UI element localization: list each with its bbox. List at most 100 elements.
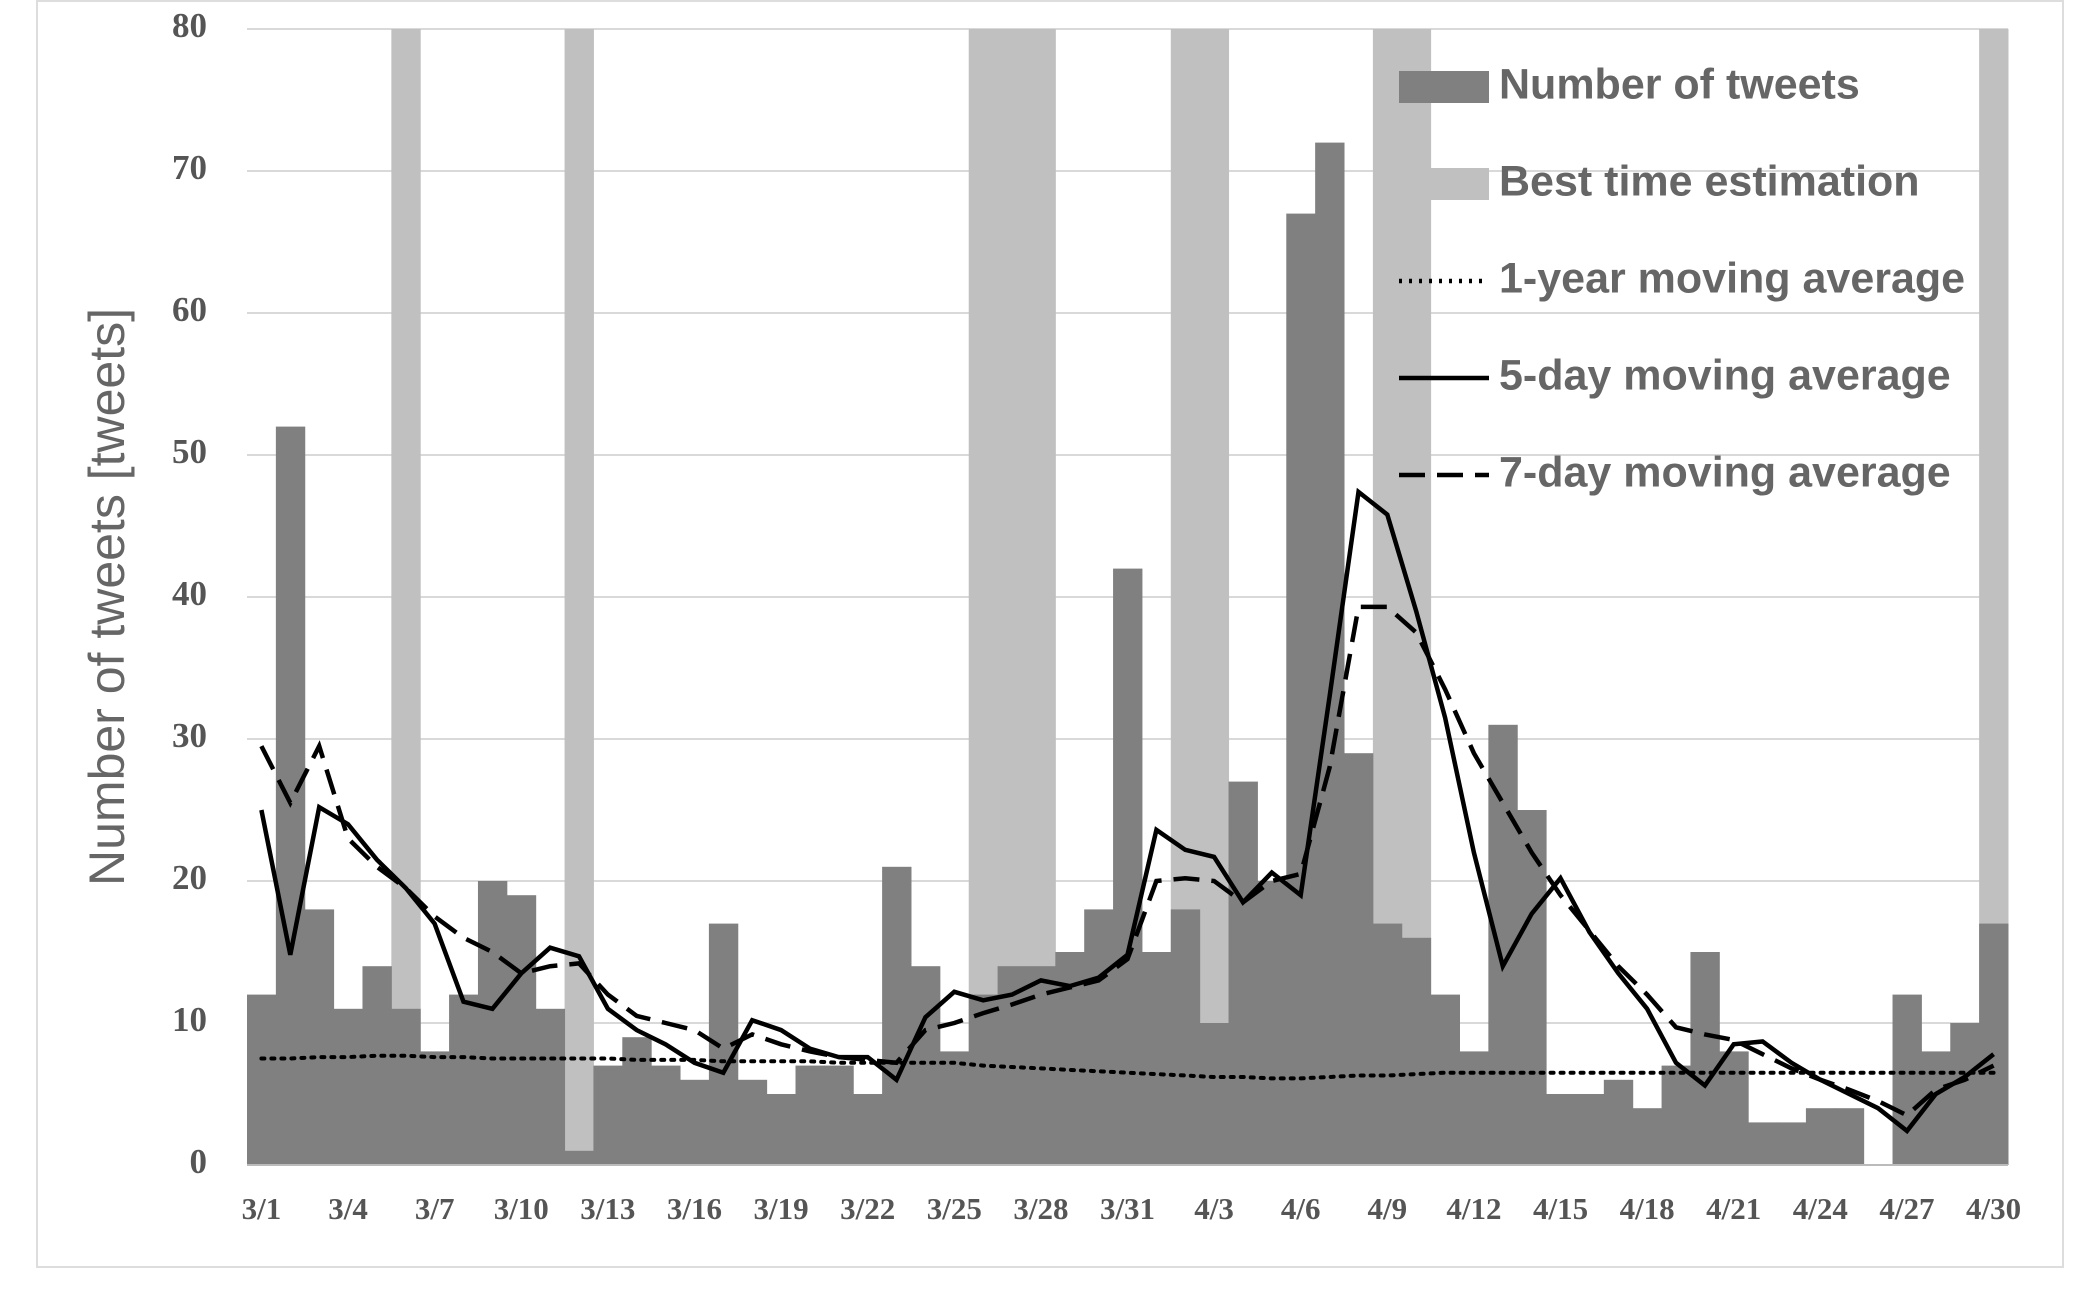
bar xyxy=(1344,753,1374,1165)
x-tick-label: 3/31 xyxy=(1100,1191,1155,1226)
legend-swatch xyxy=(1399,168,1489,200)
x-tick-label: 4/18 xyxy=(1620,1191,1675,1226)
y-tick-label: 70 xyxy=(172,148,207,187)
bar xyxy=(506,895,537,1165)
bar xyxy=(766,1094,797,1165)
y-tick-label: 20 xyxy=(172,858,207,897)
bar xyxy=(939,1051,970,1165)
legend-label: Number of tweets xyxy=(1499,60,1860,108)
bar xyxy=(824,1065,854,1165)
bar xyxy=(333,1008,363,1165)
bar xyxy=(1430,994,1460,1165)
bar xyxy=(1690,952,1720,1165)
bar xyxy=(1979,923,2009,1165)
bar xyxy=(247,994,277,1165)
bar xyxy=(1372,923,1403,1165)
bar xyxy=(1459,1051,1489,1165)
legend-label: 7-day moving average xyxy=(1499,448,1951,496)
bar xyxy=(1113,568,1143,1165)
bar xyxy=(304,909,335,1165)
legend-swatch xyxy=(1399,71,1489,103)
bar xyxy=(910,966,941,1165)
bar xyxy=(477,881,508,1165)
x-tick-label: 3/4 xyxy=(328,1191,368,1226)
bar xyxy=(1748,1122,1778,1165)
x-tick-label: 3/16 xyxy=(667,1191,722,1226)
bar xyxy=(1141,952,1172,1165)
bar xyxy=(1950,1023,1980,1165)
bar xyxy=(275,426,306,1166)
y-tick-label: 30 xyxy=(172,716,207,755)
bar xyxy=(1574,1094,1605,1165)
bar xyxy=(1199,1023,1230,1165)
x-tick-label: 3/7 xyxy=(415,1191,455,1226)
line xyxy=(259,1053,1996,1081)
bar xyxy=(1632,1108,1663,1165)
x-tick-label: 3/1 xyxy=(242,1191,282,1226)
bar xyxy=(1257,881,1287,1165)
x-tick-label: 4/9 xyxy=(1368,1191,1408,1226)
bar xyxy=(853,1094,883,1165)
bar xyxy=(593,1065,623,1165)
bar xyxy=(737,1079,768,1165)
x-tick-label: 4/15 xyxy=(1533,1191,1588,1226)
bar xyxy=(882,866,912,1165)
bar xyxy=(1315,142,1345,1166)
x-tick-label: 4/6 xyxy=(1281,1191,1321,1226)
bar xyxy=(1719,1051,1749,1165)
x-tick-label: 4/27 xyxy=(1879,1191,1934,1226)
x-tick-label: 4/12 xyxy=(1446,1191,1501,1226)
x-tick-label: 3/19 xyxy=(754,1191,809,1226)
legend-label: 1-year moving average xyxy=(1499,254,1965,302)
x-tick-label: 3/22 xyxy=(840,1191,895,1226)
bar xyxy=(1603,1079,1634,1165)
bar xyxy=(1401,937,1432,1165)
bar xyxy=(1286,213,1316,1166)
bar xyxy=(420,1051,450,1165)
bar xyxy=(564,1150,594,1165)
bar xyxy=(449,994,479,1165)
bar xyxy=(1084,909,1114,1165)
x-tick-label: 4/30 xyxy=(1966,1191,2021,1226)
x-tick-label: 4/3 xyxy=(1194,1191,1234,1226)
y-tick-label: 0 xyxy=(190,1142,208,1181)
y-tick-label: 60 xyxy=(172,290,207,329)
y-tick-label: 50 xyxy=(172,432,207,471)
x-tick-label: 4/24 xyxy=(1793,1191,1848,1226)
bar xyxy=(1892,994,1922,1165)
bar xyxy=(535,1008,566,1165)
x-tick-label: 3/25 xyxy=(927,1191,982,1226)
y-tick-label: 10 xyxy=(172,1000,207,1039)
bar xyxy=(968,29,999,1165)
bar xyxy=(391,29,421,1165)
bar xyxy=(1777,1122,1807,1165)
bar xyxy=(1834,1108,1865,1165)
bar xyxy=(622,1037,652,1165)
bar xyxy=(1517,810,1547,1165)
x-tick-label: 3/13 xyxy=(580,1191,635,1226)
bar xyxy=(1170,909,1201,1165)
bar xyxy=(564,29,594,1165)
bar xyxy=(1661,1065,1691,1165)
x-tick-label: 3/10 xyxy=(494,1191,549,1226)
line xyxy=(259,604,1995,1118)
bar xyxy=(680,1079,710,1165)
x-tick-label: 4/21 xyxy=(1706,1191,1761,1226)
bar xyxy=(1199,29,1230,1165)
legend-label: Best time estimation xyxy=(1499,157,1920,205)
chart-frame xyxy=(36,0,2064,1268)
bar xyxy=(968,994,999,1165)
y-axis-title: Number of tweets [tweets] xyxy=(79,308,135,886)
bar xyxy=(1805,1108,1836,1165)
bar xyxy=(362,966,392,1165)
x-tick-label: 3/28 xyxy=(1013,1191,1068,1226)
bar xyxy=(391,1008,421,1165)
bar xyxy=(1228,781,1258,1165)
bar xyxy=(795,1065,825,1165)
bar xyxy=(1546,1094,1576,1165)
bar xyxy=(651,1065,681,1165)
y-tick-label: 40 xyxy=(172,574,207,613)
legend-label: 5-day moving average xyxy=(1499,351,1951,399)
y-tick-label: 80 xyxy=(172,6,207,45)
